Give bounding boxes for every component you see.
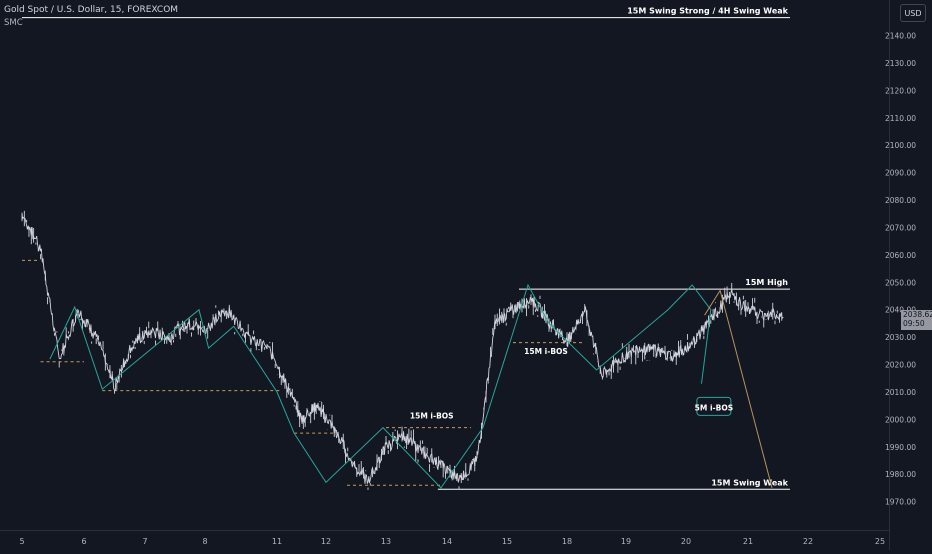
- y-tick-label: 1990.00: [885, 443, 916, 452]
- x-tick-label: 6: [81, 537, 86, 546]
- annotation-box: [696, 396, 732, 416]
- y-tick-label: 2050.00: [885, 278, 916, 287]
- level-label: 15M Swing Strong / 4H Swing Weak: [627, 7, 788, 16]
- y-tick-label: 2110.00: [885, 114, 916, 123]
- x-tick-label: 21: [743, 537, 753, 546]
- x-tick-label: 19: [621, 537, 631, 546]
- annotation-label: 15M i-BOS: [524, 347, 568, 356]
- y-tick-label: 2120.00: [885, 86, 916, 95]
- y-tick-label: 2100.00: [885, 141, 916, 150]
- x-tick-label: 11: [272, 537, 282, 546]
- y-tick-label: 2020.00: [885, 361, 916, 370]
- y-tick-label: 2130.00: [885, 59, 916, 68]
- price-series: [21, 213, 784, 485]
- indicator-label[interactable]: SMC: [4, 18, 23, 28]
- level-label: 15M High: [745, 278, 788, 287]
- x-tick-label: 5: [19, 537, 24, 546]
- x-tick-label: 25: [875, 537, 885, 546]
- annotation-label: 5M i-BOS: [695, 403, 733, 412]
- y-tick-label: 1970.00: [885, 498, 916, 507]
- y-tick-label: 2140.00: [885, 32, 916, 41]
- x-tick-label: 13: [381, 537, 391, 546]
- current-price-value: 2038.62: [903, 310, 932, 319]
- level-label: 15M Swing Weak: [711, 478, 788, 487]
- y-tick-label: 2080.00: [885, 196, 916, 205]
- y-tick-label: 2010.00: [885, 388, 916, 397]
- current-price-badge: 2038.62 09:50: [901, 310, 932, 330]
- y-tick-label: 2000.00: [885, 415, 916, 424]
- x-tick-label: 8: [202, 537, 207, 546]
- annotation-label: 15M i-BOS: [410, 412, 454, 421]
- zigzag-structure: [49, 283, 712, 489]
- x-tick-label: 14: [442, 537, 452, 546]
- y-tick-label: 2060.00: [885, 251, 916, 260]
- symbol-title: Gold Spot / U.S. Dollar, 15, FOREXCOM: [4, 5, 179, 15]
- projection-path: [704, 289, 773, 489]
- y-tick-label: 2070.00: [885, 223, 916, 232]
- x-tick-label: 12: [321, 537, 331, 546]
- x-tick-label: 15: [502, 537, 512, 546]
- y-tick-label: 2090.00: [885, 169, 916, 178]
- y-tick-label: 2030.00: [885, 333, 916, 342]
- x-tick-label: 20: [681, 537, 691, 546]
- x-tick-label: 7: [142, 537, 147, 546]
- countdown-timer: 09:50: [903, 319, 925, 328]
- y-tick-label: 2040.00: [885, 306, 916, 315]
- currency-button[interactable]: USD: [900, 4, 926, 22]
- x-tick-label: 18: [562, 537, 572, 546]
- y-tick-label: 1980.00: [885, 470, 916, 479]
- x-tick-label: 22: [803, 537, 813, 546]
